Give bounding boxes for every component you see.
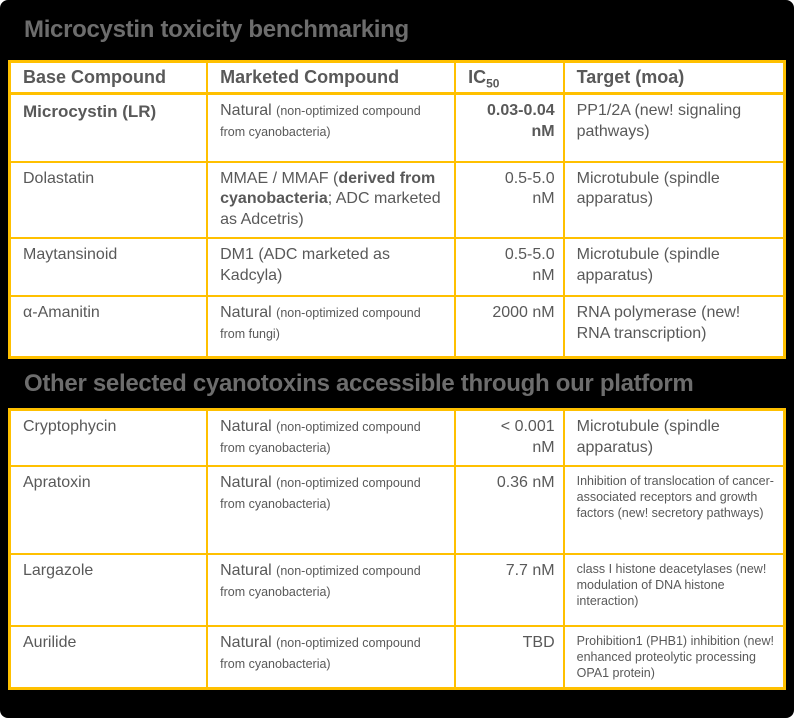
- base-compound-cell: Aurilide: [8, 624, 209, 690]
- column-header-base-compound: Base Compound: [8, 60, 209, 95]
- base-compound-cell: Cryptophycin: [8, 408, 209, 467]
- column-header-target-moa: Target (moa): [562, 60, 786, 95]
- marketed-text-segment: (non-optimized compound from cyanobacter…: [220, 104, 421, 139]
- target-text-segment: Microtubule (spindle apparatus): [576, 245, 720, 284]
- marketed-text-segment: (non-optimized compound from fungi): [220, 305, 421, 341]
- target-text-segment: Inhibition of translocation of cancer-as…: [576, 473, 774, 520]
- ic50-value-cell: 7.7 nM: [454, 552, 565, 627]
- target-moa-cell: Inhibition of translocation of cancer-as…: [562, 464, 786, 555]
- target-moa-cell: Prohibition1 (PHB1) inhibition (new! enh…: [562, 624, 786, 690]
- target-moa-cell: Microtubule (spindle apparatus): [562, 408, 786, 467]
- base-compound-cell: Maytansinoid: [8, 236, 209, 297]
- ic50-value-cell: 0.36 nM: [454, 464, 565, 555]
- marketed-text-segment: DM1 (ADC marketed as Kadcyla): [220, 245, 390, 284]
- benchmark-table-header: Base Compound Marketed Compound IC50 Tar…: [8, 60, 786, 95]
- ic50-value-cell: 0.5-5.0 nM: [454, 160, 565, 239]
- table-row: Largazole Natural (non-optimized compound…: [8, 552, 786, 627]
- section-title-platform: Other selected cyanotoxins accessible th…: [24, 369, 694, 397]
- marketed-compound-cell: DM1 (ADC marketed as Kadcyla): [206, 236, 457, 297]
- marketed-text-segment: (non-optimized compound from cyanobacter…: [220, 563, 421, 599]
- ic50-value-cell: 2000 nM: [454, 294, 565, 359]
- marketed-text-segment: (non-optimized compound from cyanobacter…: [220, 420, 421, 456]
- marketed-compound-cell: MMAE / MMAF (derived from cyanobacteria;…: [206, 160, 457, 239]
- target-text-segment: class I histone deacetylases (new! modul…: [576, 561, 767, 608]
- marketed-text-segment: Natural: [220, 561, 277, 579]
- cyanotoxin-table-body: Cryptophycin Natural (non-optimized compo…: [8, 408, 786, 690]
- marketed-compound-cell: Natural (non-optimized compound from fun…: [206, 294, 457, 359]
- target-text-segment: Microtubule (spindle apparatus): [576, 169, 720, 208]
- column-header-ic50: IC50: [454, 60, 565, 95]
- target-text-segment: Prohibition1 (PHB1) inhibition (new! enh…: [576, 633, 774, 680]
- table-row: α-Amanitin Natural (non-optimized compoun…: [8, 294, 786, 359]
- marketed-text-segment: Natural: [220, 418, 277, 436]
- marketed-compound-cell: Natural (non-optimized compound from cya…: [206, 464, 457, 555]
- ic50-value-cell: 0.5-5.0 nM: [454, 236, 565, 297]
- cyanotoxin-table: Cryptophycin Natural (non-optimized compo…: [8, 408, 786, 690]
- marketed-text-segment: ; ADC marketed as Adcetris): [220, 190, 441, 229]
- marketed-text-segment: derived from cyanobacteria: [220, 169, 436, 208]
- target-text-segment: PP1/2A (new! signaling pathways): [576, 102, 742, 140]
- table-row: Microcystin (LR) Natural (non-optimized c…: [8, 92, 786, 163]
- marketed-text-segment: Natural: [220, 102, 277, 119]
- benchmark-table: Base Compound Marketed Compound IC50 Tar…: [8, 60, 786, 360]
- base-compound-cell: Largazole: [8, 552, 209, 627]
- marketed-text-segment: (non-optimized compound from cyanobacter…: [220, 635, 421, 671]
- marketed-text-segment: (non-optimized compound from cyanobacter…: [220, 475, 421, 511]
- table-row: Apratoxin Natural (non-optimized compound…: [8, 464, 786, 555]
- section-header-benchmarking: Microcystin toxicity benchmarking: [0, 0, 794, 60]
- target-moa-cell: Microtubule (spindle apparatus): [562, 236, 786, 297]
- section-title-benchmarking: Microcystin toxicity benchmarking: [24, 16, 409, 43]
- marketed-compound-cell: Natural (non-optimized compound from cya…: [206, 552, 457, 627]
- table-row: Dolastatin MMAE / MMAF (derived from cyan…: [8, 160, 786, 239]
- marketed-compound-cell: Natural (non-optimized compound from cya…: [206, 408, 457, 467]
- target-text-segment: RNA polymerase (new! RNA transcription): [576, 303, 741, 342]
- target-moa-cell: PP1/2A (new! signaling pathways): [562, 92, 786, 163]
- marketed-text-segment: Natural: [220, 303, 277, 321]
- target-moa-cell: Microtubule (spindle apparatus): [562, 160, 786, 239]
- marketed-text-segment: Natural: [220, 633, 277, 651]
- target-text-segment: Microtubule (spindle apparatus): [576, 418, 720, 457]
- marketed-compound-cell: Natural (non-optimized compound from cya…: [206, 624, 457, 690]
- ic50-value-cell: 0.03-0.04 nM: [454, 92, 565, 163]
- base-compound-cell: Dolastatin: [8, 160, 209, 239]
- ic50-subscript: 50: [486, 76, 500, 91]
- table-row: Cryptophycin Natural (non-optimized compo…: [8, 408, 786, 467]
- table-row: Maytansinoid DM1 (ADC marketed as Kadcyla…: [8, 236, 786, 297]
- marketed-text-segment: MMAE / MMAF (: [220, 169, 339, 187]
- ic50-value-cell: TBD: [454, 624, 565, 690]
- benchmark-table-body: Microcystin (LR) Natural (non-optimized c…: [8, 92, 786, 359]
- base-compound-cell: α-Amanitin: [8, 294, 209, 359]
- marketed-text-segment: Natural: [220, 473, 277, 491]
- base-compound-cell: Microcystin (LR): [8, 92, 209, 163]
- target-moa-cell: RNA polymerase (new! RNA transcription): [562, 294, 786, 359]
- table-row: Aurilide Natural (non-optimized compound …: [8, 624, 786, 690]
- column-header-marketed-compound: Marketed Compound: [206, 60, 457, 95]
- base-compound-cell: Apratoxin: [8, 464, 209, 555]
- section-header-platform: Other selected cyanotoxins accessible th…: [0, 359, 794, 408]
- header-row: Base Compound Marketed Compound IC50 Tar…: [8, 60, 786, 95]
- target-moa-cell: class I histone deacetylases (new! modul…: [562, 552, 786, 627]
- ic50-value-cell: < 0.001 nM: [454, 408, 565, 467]
- marketed-compound-cell: Natural (non-optimized compound from cya…: [206, 92, 457, 163]
